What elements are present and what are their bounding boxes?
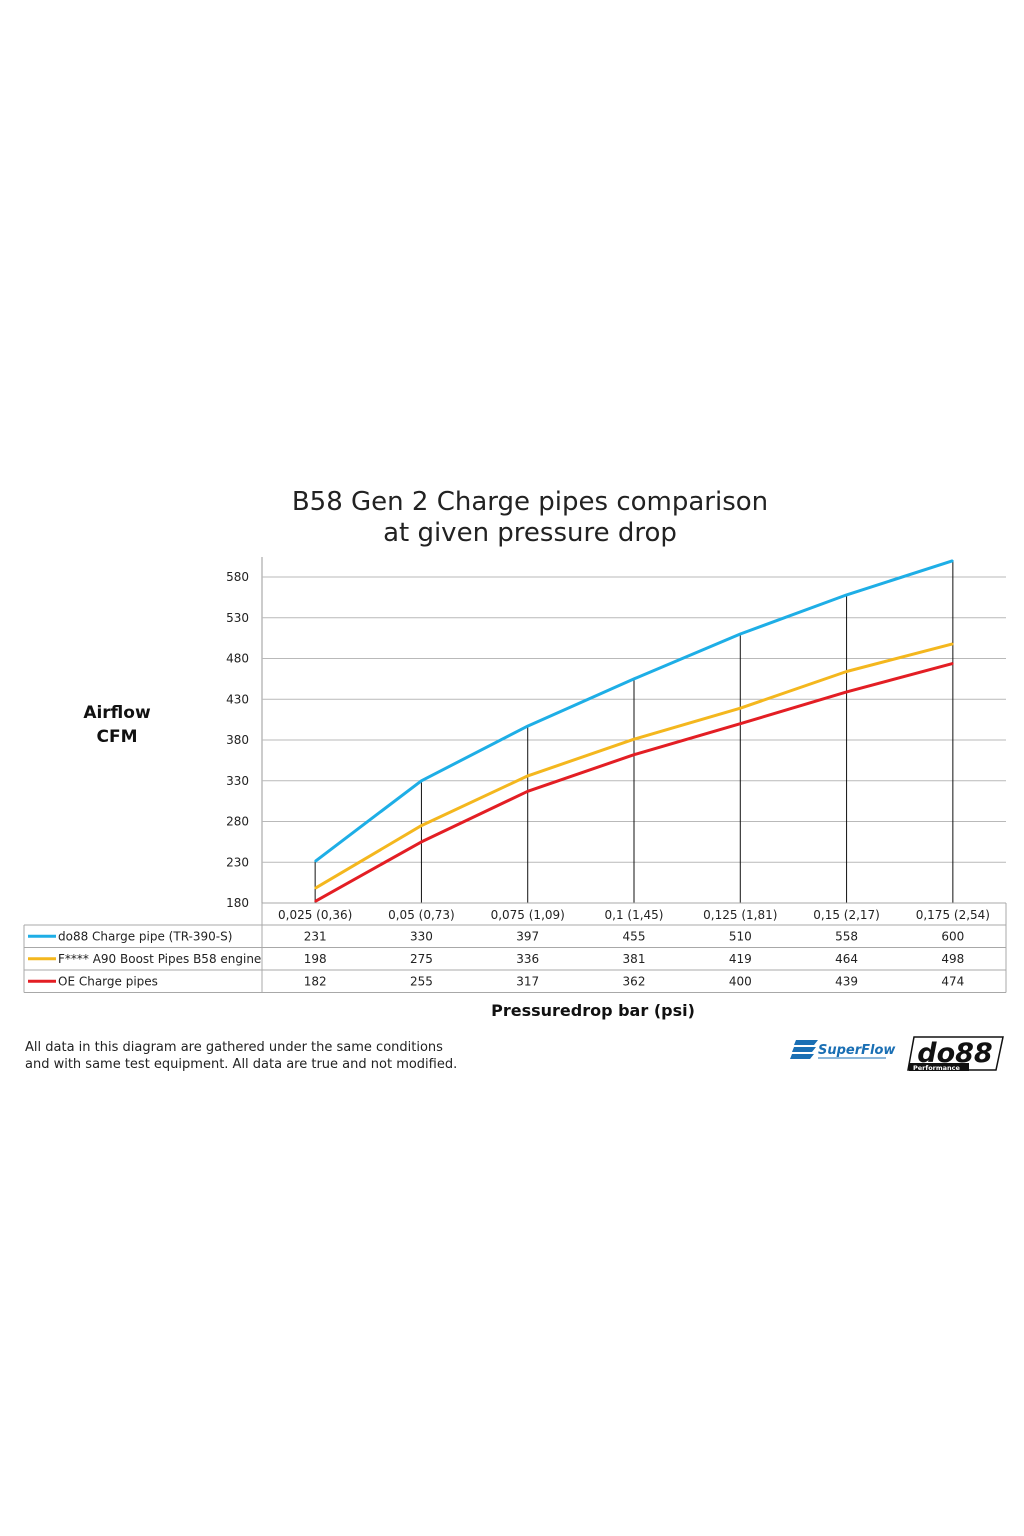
data-point [739,722,742,725]
series-lines [314,559,954,903]
y-axis-label-line1: Airflow [83,703,151,723]
category-droplines [314,560,954,903]
data-point [845,670,848,673]
data-point [526,790,529,793]
data-table: 0,025 (0,36) 0,05 (0,73) 0,075 (1,09) 0,1 (… [23,902,1007,993]
data-value: 439 [835,974,858,988]
data-value: 317 [516,974,539,988]
data-value: 255 [410,974,433,988]
data-value: 397 [516,929,539,943]
y-tick-label: 380 [226,733,249,747]
y-tick-label: 230 [226,855,249,869]
data-value: 336 [516,952,539,966]
legend-label: F**** A90 Boost Pipes B58 engine [58,952,261,966]
superflow-swoosh-icon [790,1040,818,1059]
data-point [526,725,529,727]
data-point [420,824,423,827]
data-value: 330 [410,929,433,943]
data-value: 362 [623,974,646,988]
data-point [845,594,848,596]
y-axis-ticks: 180 230 280 330 380 430 480 530 580 [226,570,249,910]
x-axis-label: Pressuredrop bar (psi) [491,1001,695,1020]
data-point [420,841,423,843]
y-axis-label-line2: CFM [96,727,137,747]
legend-label: OE Charge pipes [58,974,158,988]
y-tick-label: 480 [226,652,249,666]
data-point [633,738,635,740]
data-point [526,775,529,777]
chart-title-line1: B58 Gen 2 Charge pipes comparison [292,487,768,517]
data-point [845,691,848,693]
data-value: 198 [304,952,327,966]
x-tick-label: 0,175 (2,54) [916,908,990,922]
data-value: 455 [623,929,646,943]
x-tick-label: 0,025 (0,36) [278,908,352,922]
footnote-line1: All data in this diagram are gathered un… [25,1040,443,1055]
x-tick-label: 0,075 (1,09) [491,908,565,922]
data-point [952,559,954,562]
y-tick-label: 530 [226,611,249,625]
data-point [739,707,742,710]
x-tick-label: 0,15 (2,17) [813,908,880,922]
y-tick-label: 280 [226,815,249,829]
y-tick-label: 330 [226,774,249,788]
data-value: 182 [304,974,327,988]
y-tick-label: 180 [226,896,249,910]
data-point [633,678,635,680]
data-point [314,860,316,863]
superflow-logo: SuperFlow [790,1040,896,1059]
data-point [739,633,742,635]
data-value: 381 [623,952,646,966]
data-point [420,779,423,782]
data-value: 498 [941,952,964,966]
data-point [314,900,316,903]
do88-logo: do88 Performance [907,1036,1004,1072]
chart-title-line2: at given pressure drop [383,518,677,548]
data-point [952,662,954,665]
data-value: 600 [941,929,964,943]
data-point [952,643,954,645]
y-tick-label: 580 [226,570,249,584]
data-value: 419 [729,952,752,966]
y-tick-label: 430 [226,692,249,706]
data-value: 558 [835,929,858,943]
data-value: 231 [304,929,327,943]
data-value: 275 [410,952,433,966]
data-value: 510 [729,929,752,943]
do88-logo-subtext: Performance [913,1064,961,1072]
footnote-line2: and with same test equipment. All data a… [25,1057,457,1072]
data-point [314,887,316,890]
data-value: 474 [941,974,964,988]
data-value: 400 [729,974,752,988]
data-point [633,753,635,756]
legend-label: do88 Charge pipe (TR-390-S) [58,929,232,943]
x-tick-label: 0,125 (1,81) [703,908,777,922]
data-value: 464 [835,952,858,966]
superflow-logo-text: SuperFlow [818,1043,896,1058]
x-tick-label: 0,05 (0,73) [388,908,455,922]
x-tick-label: 0,1 (1,45) [605,908,664,922]
